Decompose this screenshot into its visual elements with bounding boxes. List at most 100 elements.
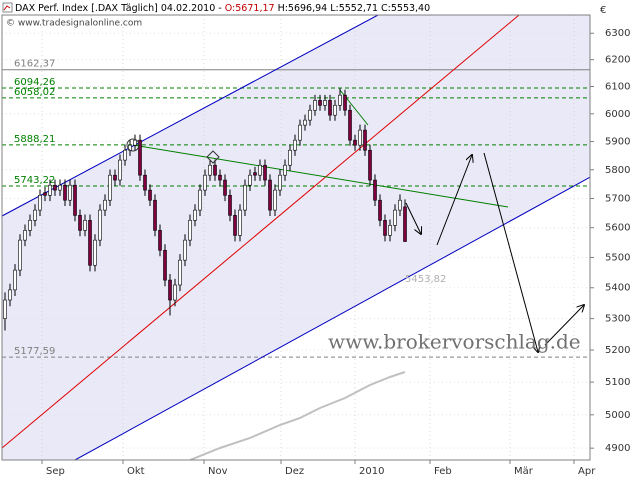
arrow [436, 155, 472, 246]
channel-lower [74, 176, 590, 460]
candle-body [138, 139, 142, 176]
y-tick-label: 6100 [605, 82, 630, 93]
candle-body [233, 215, 237, 236]
candle-body [378, 199, 382, 221]
candle-body [13, 269, 17, 291]
candle-body [293, 139, 297, 151]
candle-body [108, 174, 112, 201]
candle-body [298, 124, 302, 141]
candle-body [183, 239, 187, 261]
candle-body [228, 194, 232, 216]
candle-body [343, 94, 347, 111]
candle-body [173, 284, 177, 301]
y-unit: € [600, 5, 606, 16]
candle-body [23, 230, 27, 241]
candle-body [188, 220, 192, 241]
y-tick-label: 6200 [605, 55, 630, 66]
candle-body [8, 289, 12, 301]
candles [3, 88, 407, 331]
red-trendline [2, 15, 520, 449]
candle-body [373, 179, 377, 201]
y-tick-label: 5000 [605, 410, 630, 421]
level-label: 6162,37 [14, 59, 55, 70]
candle-body [148, 189, 152, 201]
candle-body [353, 139, 357, 146]
y-tick-label: 5700 [605, 193, 630, 204]
candle-body [348, 109, 352, 141]
x-tick-label: Sep [46, 466, 65, 477]
candle-body [3, 299, 7, 319]
candle-body [403, 206, 407, 242]
candle-body [88, 220, 92, 266]
candle-body [208, 164, 212, 176]
title-main: DAX Perf. Index [.DAX Täglich] 04.02.201… [15, 3, 222, 14]
y-tick-label: 5800 [605, 165, 630, 176]
x-tick-label: 2010 [359, 466, 384, 477]
drawings [2, 15, 590, 460]
y-tick-label: 5600 [605, 223, 630, 234]
title-open: O:5671,17 [225, 3, 275, 14]
candle-body [193, 209, 197, 221]
marker [126, 138, 140, 152]
arrow [483, 152, 538, 352]
candle-body [78, 215, 82, 231]
candle-body [238, 209, 242, 236]
candle-body [308, 109, 312, 121]
x-tick-label: Nov [208, 466, 228, 477]
candle-body [278, 174, 282, 191]
level-label: 5177,59 [14, 346, 55, 357]
candle-body [358, 129, 362, 146]
candle-body [98, 209, 102, 241]
candle-body [288, 149, 292, 166]
candle-body [133, 139, 137, 146]
candle-body [113, 174, 117, 181]
candle-body [303, 119, 307, 126]
arrows [405, 152, 584, 352]
x-tick-label: Feb [434, 466, 452, 477]
candle-body [58, 184, 62, 191]
arrow [544, 305, 584, 346]
candle-body [168, 279, 172, 301]
candle-body [253, 172, 257, 176]
y-tick-label: 5500 [605, 252, 630, 263]
candle-body [83, 220, 87, 231]
x-tick-label: Okt [127, 466, 145, 477]
candle-body [248, 174, 252, 186]
x-tick-label: Mär [514, 466, 534, 477]
candle-body [283, 164, 287, 176]
candle-body [268, 179, 272, 211]
level-label: 5888,21 [14, 134, 55, 145]
candle-body [153, 199, 157, 231]
candle-body [313, 100, 317, 111]
candle-body [363, 129, 367, 151]
candle-body [258, 164, 262, 176]
candle-body [338, 94, 342, 106]
candle-body [323, 100, 327, 106]
candle-body [368, 149, 372, 181]
candle-body [333, 104, 337, 116]
candle-body [328, 100, 332, 116]
candle-body [218, 174, 222, 181]
candle-body [48, 184, 52, 196]
green-trendline [132, 144, 509, 208]
level-label: 6058,02 [14, 87, 55, 98]
candle-body [393, 209, 397, 226]
y-tick-label: 6000 [605, 109, 630, 120]
indicator-line [189, 371, 406, 460]
candle-body [93, 239, 97, 266]
candle-body [213, 164, 217, 176]
x-tick-label: Apr [578, 466, 596, 477]
title-hlc: H:5696,94 L:5552,71 C:5553,40 [278, 3, 431, 14]
x-tick-label: Dez [285, 466, 304, 477]
candle-body [68, 184, 72, 201]
channel-fill [2, 15, 590, 460]
candle-body [388, 225, 392, 236]
level-label: 5743,22 [14, 175, 55, 186]
y-tick-label: 5900 [605, 137, 630, 148]
candle-body [43, 192, 47, 196]
candle-body [33, 209, 37, 221]
candle-body [158, 230, 162, 251]
low-annotation: 5453,82 [405, 274, 446, 285]
